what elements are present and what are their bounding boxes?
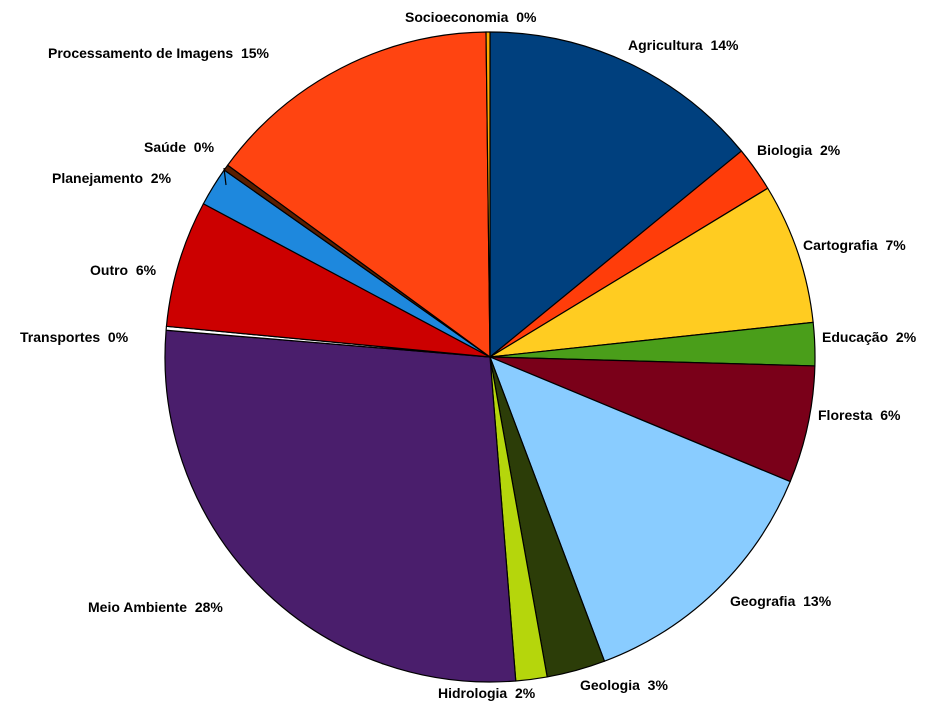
slice-label-biologia: Biologia 2% bbox=[757, 142, 841, 158]
slices-layer bbox=[164, 31, 816, 683]
slice-label-cartografia: Cartografia 7% bbox=[803, 237, 906, 253]
slice-label-planejamento: Planejamento 2% bbox=[52, 170, 172, 186]
slice-label-saude: Saúde 0% bbox=[144, 139, 215, 155]
slice-label-geologia: Geologia 3% bbox=[580, 677, 668, 693]
slice-label-educacao: Educação 2% bbox=[822, 329, 917, 345]
pie-slice-outro bbox=[165, 203, 491, 358]
leader-line-saude bbox=[223, 167, 227, 186]
pie-slice-cartografia bbox=[489, 187, 814, 358]
slice-label-outro: Outro 6% bbox=[90, 262, 157, 278]
pie-slice-meio-ambiente bbox=[164, 329, 517, 683]
slice-label-socioeconomia: Socioeconomia 0% bbox=[405, 9, 537, 25]
leader-lines-layer bbox=[223, 167, 227, 186]
pie-slice-socioeconomia bbox=[485, 31, 491, 358]
slice-label-hidrologia: Hidrologia 2% bbox=[438, 685, 536, 701]
slice-label-floresta: Floresta 6% bbox=[818, 407, 901, 423]
pie-slice-geografia bbox=[489, 356, 791, 662]
slice-label-meio-ambiente: Meio Ambiente 28% bbox=[88, 599, 223, 615]
slice-label-geografia: Geografia 13% bbox=[730, 593, 832, 609]
pie-slice-agricultura bbox=[489, 31, 743, 358]
slice-label-agricultura: Agricultura 14% bbox=[628, 37, 739, 53]
labels-layer: Agricultura 14% Biologia 2% Cartografia 7%… bbox=[20, 9, 917, 701]
pie-slice-processamento-de-imagens bbox=[227, 31, 491, 358]
slice-label-transportes: Transportes 0% bbox=[20, 329, 129, 345]
slice-label-processamento-de-imagens: Processamento de Imagens 15% bbox=[48, 45, 270, 61]
